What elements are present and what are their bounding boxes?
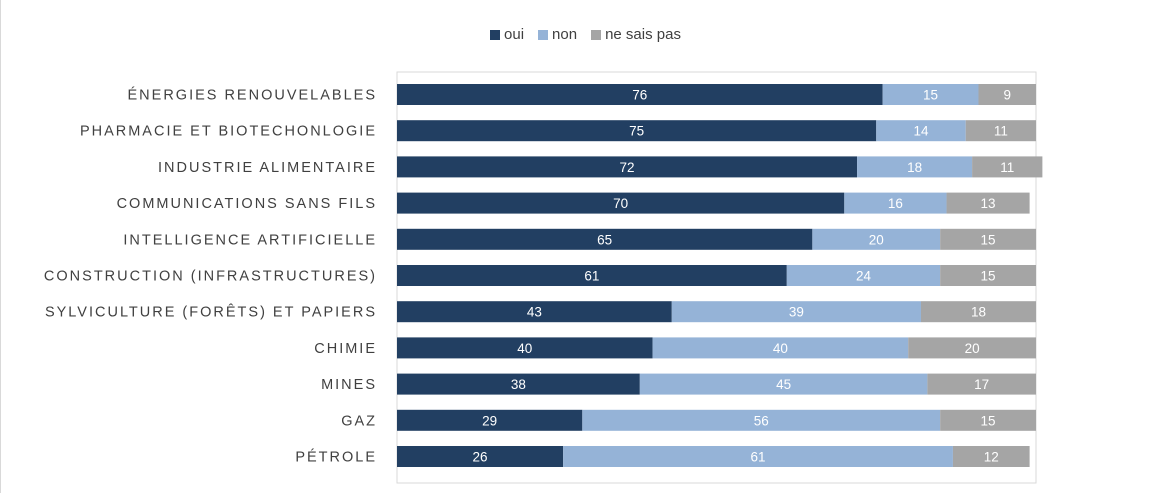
category-label: CHIMIE (314, 341, 377, 357)
legend-label-non: non (552, 26, 578, 43)
legend-label-oui: oui (504, 26, 525, 43)
category-label: INTELLIGENCE ARTIFICIELLE (123, 232, 377, 248)
bar-segment-non (857, 156, 973, 178)
bar-segment-oui (397, 373, 640, 395)
bar-segment-oui (397, 301, 672, 323)
data-label: 12 (984, 450, 999, 465)
legend-label-ne-sais-pas: ne sais pas (605, 26, 681, 43)
legend-item-ne-sais-pas: ne sais pas (591, 26, 681, 43)
category-label: PHARMACIE ET BIOTECHONLOGIE (80, 124, 377, 140)
data-label: 11 (1000, 160, 1014, 175)
data-label: 45 (776, 377, 791, 392)
data-label: 40 (517, 341, 532, 356)
data-label: 43 (527, 305, 542, 320)
legend-swatch-non (538, 29, 549, 40)
bar-segment-oui (397, 84, 883, 105)
data-label: 76 (632, 88, 647, 103)
bar-segment-ne-sais-pas (972, 156, 1043, 178)
data-label: 18 (907, 160, 922, 175)
legend-swatch-ne-sais-pas (591, 29, 602, 40)
data-label: 72 (620, 160, 635, 175)
bar-segment-non (812, 228, 941, 250)
data-label: 14 (913, 124, 929, 139)
category-label: SYLVICULTURE (FORÊTS) ET PAPIERS (45, 304, 377, 321)
data-label: 18 (971, 305, 986, 320)
bar-segment-non (876, 120, 966, 142)
data-label: 39 (789, 305, 804, 320)
category-label: PÉTROLE (295, 449, 377, 466)
data-label: 9 (1003, 88, 1011, 103)
bar-segment-non (652, 337, 909, 359)
legend-swatch-oui (490, 29, 501, 40)
bar-segment-ne-sais-pas (920, 301, 1036, 323)
data-label: 20 (869, 232, 884, 247)
data-label: 56 (754, 413, 769, 428)
data-label: 40 (773, 341, 788, 356)
data-label: 65 (597, 232, 612, 247)
bar-segment-non (786, 265, 941, 286)
data-label: 17 (974, 377, 989, 392)
data-label: 75 (629, 124, 644, 139)
data-label: 70 (613, 196, 628, 211)
data-label: 16 (888, 196, 903, 211)
bar-segment-ne-sais-pas (940, 228, 1036, 250)
data-label: 61 (751, 450, 766, 465)
bar-segment-non (671, 301, 921, 323)
bar-segment-oui (397, 409, 583, 431)
bar-segment-ne-sais-pas (908, 337, 1036, 359)
data-label: 11 (994, 124, 1008, 139)
data-label: 29 (482, 413, 497, 428)
category-label: MINES (321, 377, 377, 393)
bar-segment-non (882, 84, 979, 105)
bar-segment-oui (397, 446, 564, 467)
category-label: COMMUNICATIONS SANS FILS (117, 196, 377, 212)
data-label: 38 (511, 377, 526, 392)
bar-segment-non (844, 192, 947, 214)
bar-segment-oui (397, 337, 653, 359)
data-label: 15 (981, 413, 996, 428)
bar-segment-non (582, 409, 941, 431)
bar-segment-non (639, 373, 928, 395)
bar-segment-oui (397, 265, 787, 286)
legend-item-non: non (538, 26, 577, 43)
data-label: 15 (923, 88, 938, 103)
data-label: 15 (981, 269, 996, 284)
legend: oui non ne sais pas (1, 26, 1169, 43)
bar-segment-ne-sais-pas (952, 446, 1030, 467)
bar-segment-ne-sais-pas (927, 373, 1036, 395)
category-label: GAZ (341, 413, 377, 429)
bar-segment-ne-sais-pas (940, 265, 1036, 286)
bar-segment-oui (397, 120, 877, 142)
bar-segment-ne-sais-pas (946, 192, 1030, 214)
data-label: 15 (981, 232, 996, 247)
bar-segment-ne-sais-pas (965, 120, 1036, 142)
legend-item-oui: oui (490, 26, 524, 43)
data-label: 26 (473, 450, 488, 465)
bar-segment-oui (397, 192, 845, 214)
bar-segment-oui (397, 156, 858, 178)
bar-segment-oui (397, 228, 813, 250)
data-label: 61 (584, 269, 599, 284)
bar-segment-non (563, 446, 953, 467)
bar-segment-ne-sais-pas (978, 84, 1036, 105)
category-label: CONSTRUCTION (INFRASTRUCTURES) (44, 269, 377, 285)
bar-segment-ne-sais-pas (940, 409, 1036, 431)
data-label: 24 (856, 269, 872, 284)
data-label: 13 (981, 196, 996, 211)
category-label: ÉNERGIES RENOUVELABLES (128, 87, 378, 104)
data-label: 20 (965, 341, 980, 356)
category-label: INDUSTRIE ALIMENTAIRE (158, 160, 377, 176)
